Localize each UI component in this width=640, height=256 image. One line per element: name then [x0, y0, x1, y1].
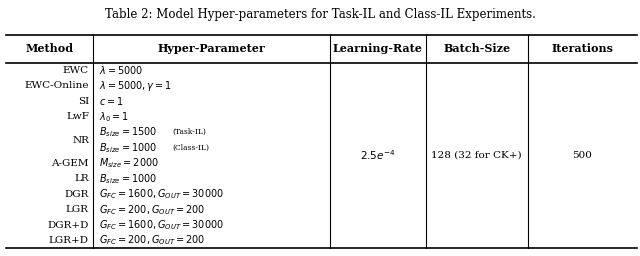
Text: LGR: LGR: [66, 205, 89, 214]
Text: LR: LR: [74, 174, 89, 183]
Text: (Class-IL): (Class-IL): [173, 144, 210, 152]
Text: EWC: EWC: [63, 66, 89, 75]
Text: $G_{FC} = 1600, G_{OUT} = 30000$: $G_{FC} = 1600, G_{OUT} = 30000$: [99, 187, 224, 201]
Text: $B_{size} = 1500$: $B_{size} = 1500$: [99, 125, 157, 139]
Text: Method: Method: [26, 43, 74, 54]
Text: Batch-Size: Batch-Size: [444, 43, 510, 54]
Text: A-GEM: A-GEM: [51, 159, 89, 168]
Text: $M_{size} = 2000$: $M_{size} = 2000$: [99, 156, 159, 170]
Text: Table 2: Model Hyper-parameters for Task-IL and Class-IL Experiments.: Table 2: Model Hyper-parameters for Task…: [104, 8, 536, 21]
Text: DGR+D: DGR+D: [47, 221, 89, 230]
Text: Learning-Rate: Learning-Rate: [333, 43, 422, 54]
Text: 500: 500: [572, 151, 593, 160]
Text: DGR: DGR: [65, 190, 89, 199]
Text: NR: NR: [72, 136, 89, 145]
Text: 128 (32 for CK+): 128 (32 for CK+): [431, 151, 522, 160]
Text: Hyper-Parameter: Hyper-Parameter: [157, 43, 265, 54]
Text: EWC-Online: EWC-Online: [24, 81, 89, 90]
Text: $c = 1$: $c = 1$: [99, 95, 124, 107]
Text: $G_{FC} = 1600, G_{OUT} = 30000$: $G_{FC} = 1600, G_{OUT} = 30000$: [99, 218, 224, 232]
Text: $G_{FC} = 200, G_{OUT} = 200$: $G_{FC} = 200, G_{OUT} = 200$: [99, 203, 205, 217]
Text: $\lambda = 5000, \gamma = 1$: $\lambda = 5000, \gamma = 1$: [99, 79, 172, 93]
Text: $B_{size} = 1000$: $B_{size} = 1000$: [99, 172, 157, 186]
Text: $B_{size} = 1000$: $B_{size} = 1000$: [99, 141, 157, 155]
Text: $\lambda_0 = 1$: $\lambda_0 = 1$: [99, 110, 129, 124]
Text: Iterations: Iterations: [552, 43, 613, 54]
Text: $\lambda = 5000$: $\lambda = 5000$: [99, 65, 143, 77]
Text: (Task-IL): (Task-IL): [173, 128, 207, 136]
Text: $G_{FC} = 200, G_{OUT} = 200$: $G_{FC} = 200, G_{OUT} = 200$: [99, 234, 205, 248]
Text: $2.5e^{-4}$: $2.5e^{-4}$: [360, 149, 396, 162]
Text: LwF: LwF: [66, 112, 89, 121]
Text: SI: SI: [77, 97, 89, 106]
Text: LGR+D: LGR+D: [49, 236, 89, 245]
